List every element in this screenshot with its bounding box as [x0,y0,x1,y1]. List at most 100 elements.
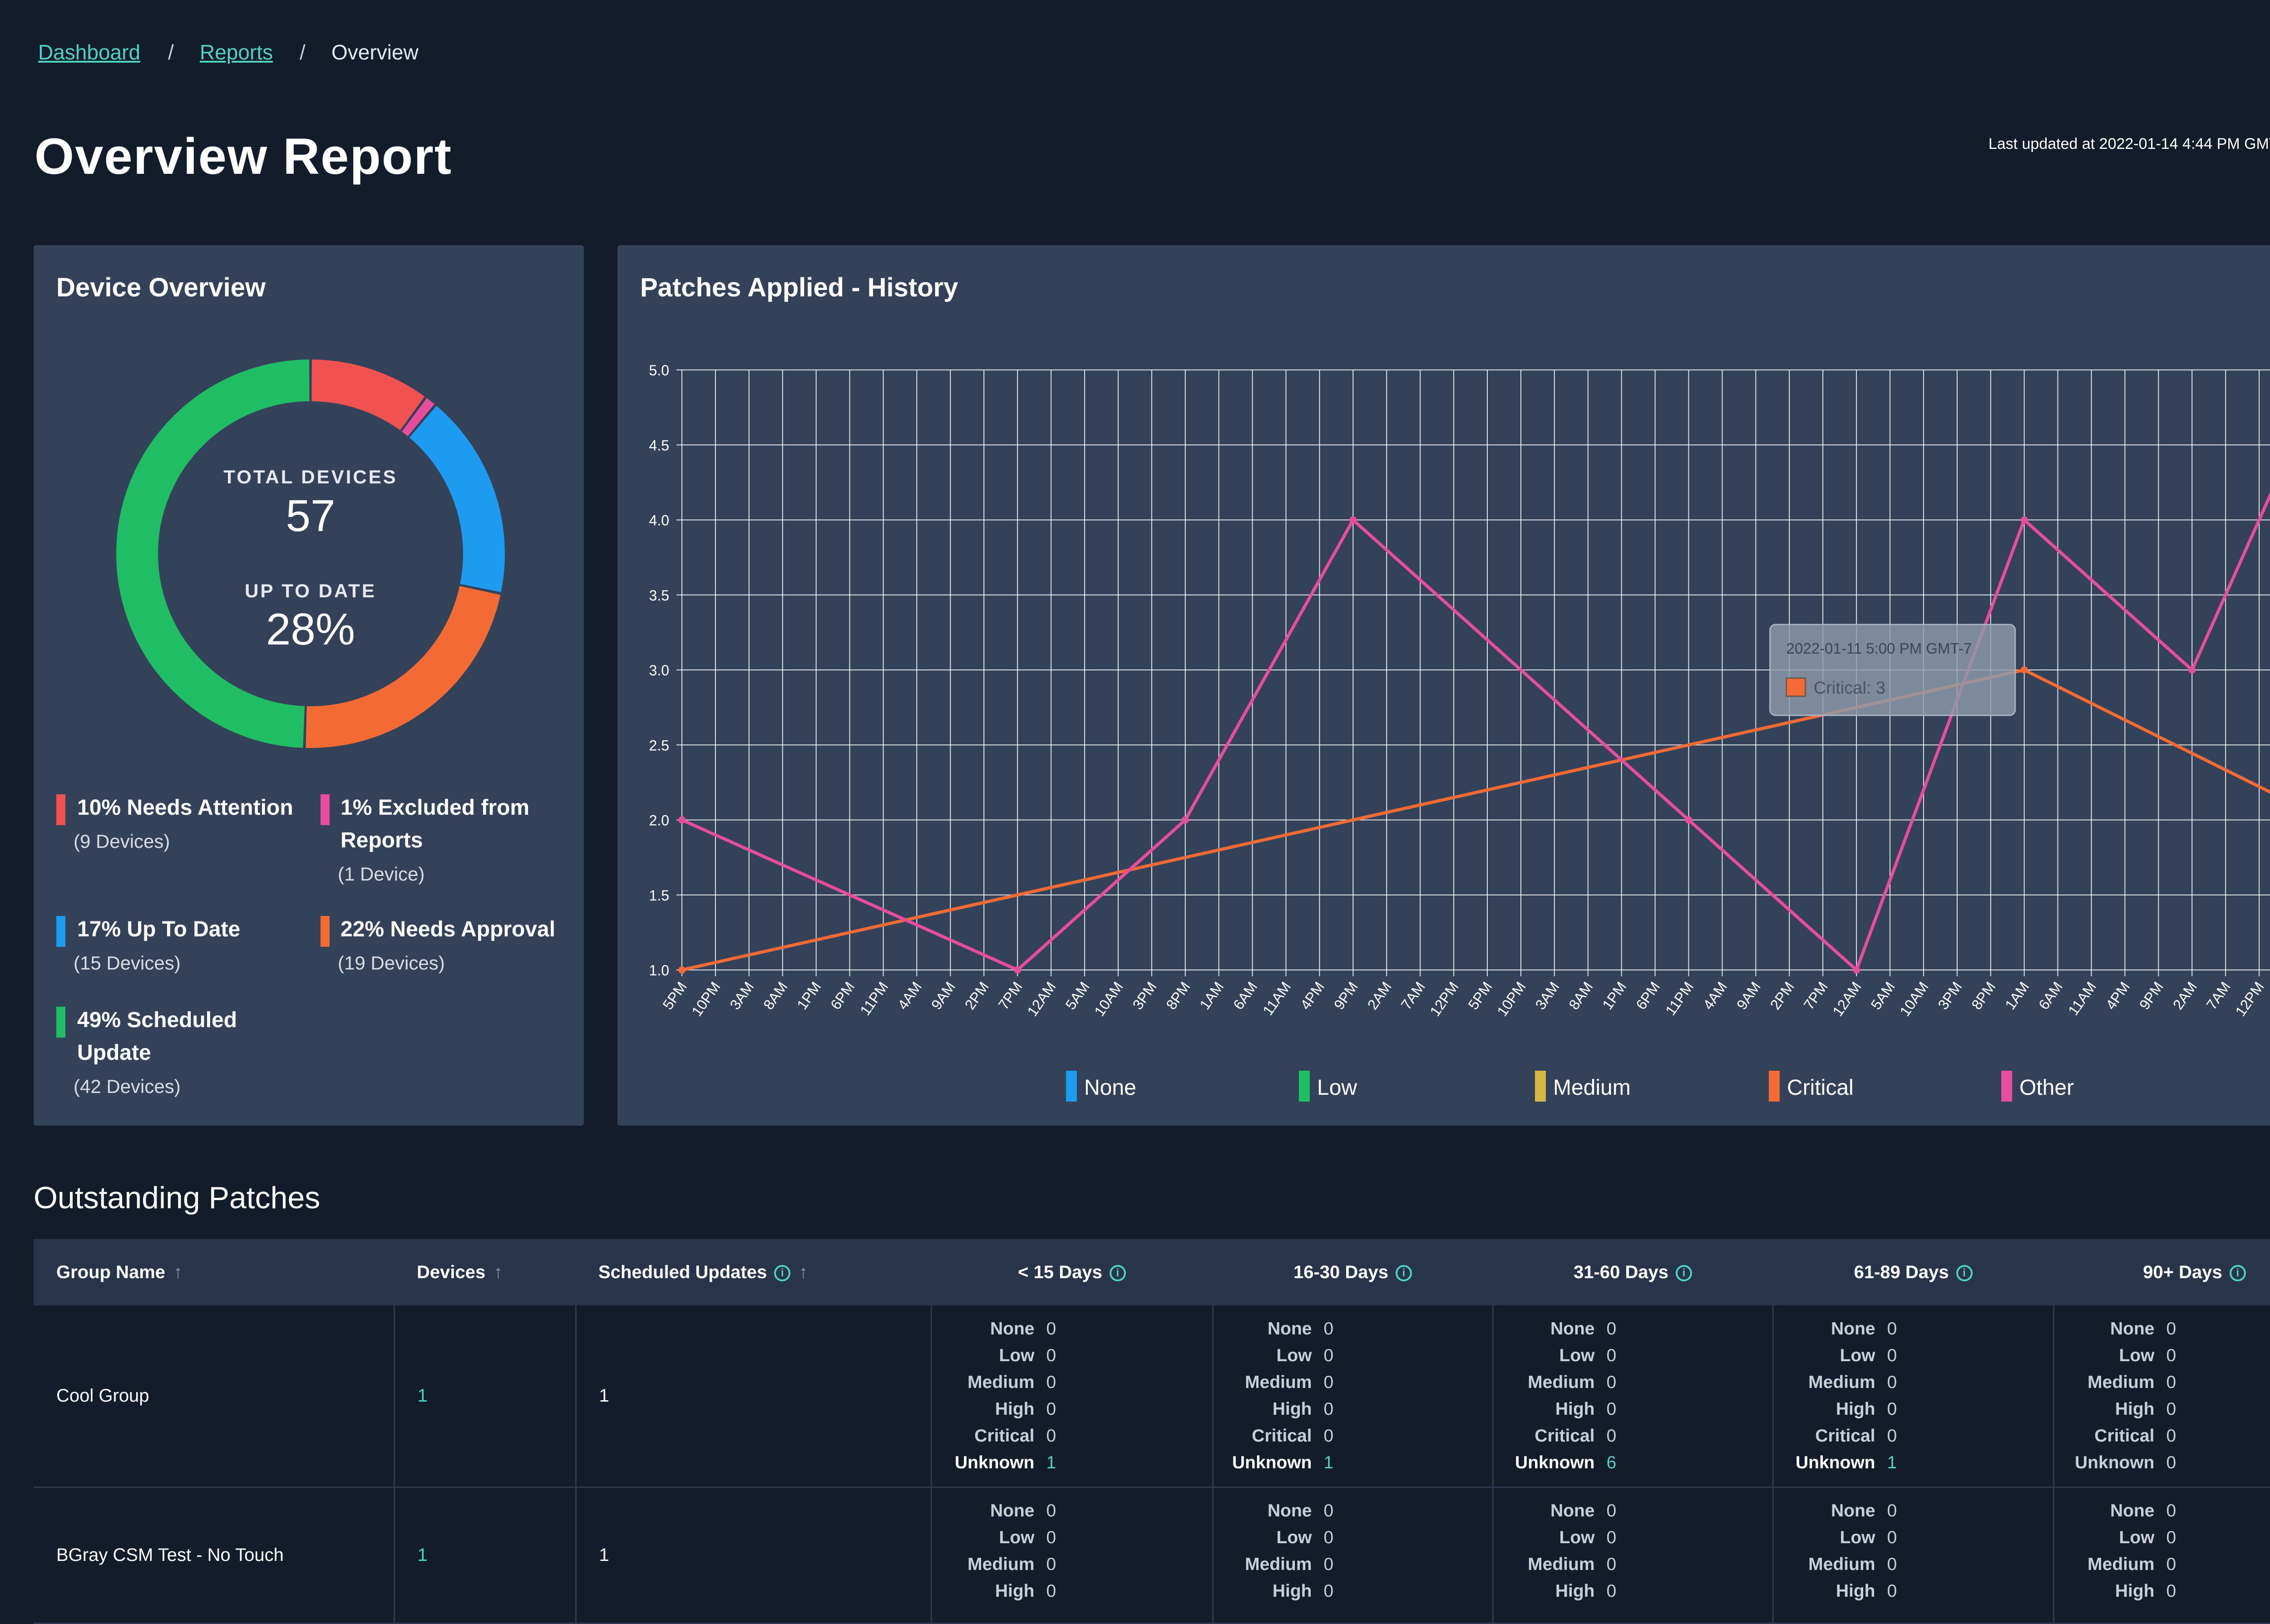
donut-segment-scheduled-update[interactable] [137,380,309,727]
breadcrumb-reports-link[interactable]: Reports [200,40,273,64]
legend-label-medium[interactable]: Medium [1553,1076,1631,1100]
legend-swatch [321,916,330,947]
x-tick-label: 10AM [1091,979,1126,1019]
info-icon[interactable]: i [2230,1265,2246,1281]
info-icon[interactable]: i [1676,1265,1692,1281]
x-tick-label: 1AM [2002,979,2032,1013]
data-point[interactable] [1853,966,1860,974]
info-icon[interactable]: i [1396,1265,1412,1281]
devices-count-link[interactable]: 1 [394,1487,576,1623]
data-point[interactable] [1014,966,1021,974]
y-tick-label: 1.5 [649,887,669,904]
sort-arrow-icon[interactable]: ↑ [799,1262,808,1283]
legend-swatch [2001,1071,2012,1102]
severity-label: Critical [1535,1422,1594,1449]
info-icon[interactable]: i [774,1265,790,1281]
breadcrumb-separator: / [168,40,174,64]
up-to-date-label: UP TO DATE [220,580,401,602]
data-point[interactable] [1349,517,1357,524]
severity-count[interactable]: 1 [1312,1449,1362,1476]
device-overview-card: Device Overview TOTAL DEVICES 57 UP TO D… [34,245,584,1126]
x-tick-label: 11PM [857,979,891,1018]
legend-label-critical[interactable]: Critical [1787,1076,1854,1100]
breadcrumb-dashboard-link[interactable]: Dashboard [38,40,140,64]
severity-count: 0 [1312,1369,1362,1396]
data-point[interactable] [678,817,686,824]
data-point[interactable] [2021,517,2028,524]
data-point[interactable] [678,966,686,974]
x-tick-label: 12PM [1426,979,1461,1019]
severity-count: 0 [2155,1396,2205,1422]
severity-label: Medium [1245,1551,1312,1578]
severity-count[interactable]: 1 [1875,1449,1925,1476]
x-tick-label: 8AM [1565,979,1596,1013]
info-icon[interactable]: i [1956,1265,1973,1281]
x-tick-label: 8PM [1968,979,1999,1013]
column-header-devices[interactable]: Devices↑ [394,1239,576,1305]
severity-label: High [1555,1578,1595,1604]
data-point[interactable] [1685,817,1693,824]
scheduled-updates-cell: 1 [576,1305,931,1487]
x-tick-label: 12AM [1024,979,1059,1019]
donut-segment-up-to-date[interactable] [423,422,484,588]
severity-label: Unknown [1796,1449,1875,1476]
device-donut-chart [111,354,510,753]
y-tick-label: 1.0 [649,962,669,979]
donut-segment-excluded-from-reports[interactable] [415,415,421,420]
info-icon[interactable]: i [1110,1265,1126,1281]
severity-label: None [1831,1315,1875,1342]
legend-label-none[interactable]: None [1084,1076,1136,1100]
severity-label: Medium [2087,1369,2154,1396]
legend-label: 49% Scheduled [77,1004,237,1037]
devices-count-link[interactable]: 1 [394,1305,576,1487]
legend-label-low[interactable]: Low [1317,1076,1357,1100]
legend-swatch [1535,1071,1546,1102]
x-tick-label: 11PM [1662,979,1697,1018]
severity-count: 0 [1595,1315,1645,1342]
column-label: 16-30 Days [1293,1262,1388,1282]
severity-label: None [990,1497,1035,1524]
severity-count[interactable]: 6 [1595,1449,1645,1476]
x-tick-label: 4PM [1297,979,1327,1013]
breadcrumb-separator: / [300,40,306,64]
severity-label: High [1836,1396,1875,1422]
legend-swatch [56,916,65,947]
severity-count[interactable]: 1 [1035,1449,1085,1476]
severity-count: 0 [1875,1497,1925,1524]
legend-label-other[interactable]: Other [2019,1076,2074,1100]
legend-swatch [1066,1071,1077,1102]
legend-swatch [56,794,65,825]
sort-arrow-icon[interactable]: ↑ [173,1262,183,1283]
severity-count: 0 [2155,1422,2205,1449]
column-header-group[interactable]: Group Name↑ [34,1239,394,1305]
severity-count: 0 [1595,1422,1645,1449]
severity-label: Critical [1252,1422,1312,1449]
data-point[interactable] [1182,817,1189,824]
data-point[interactable] [2188,666,2196,674]
x-tick-label: 5PM [660,979,690,1013]
data-point[interactable] [2021,666,2028,674]
donut-segment-needs-attention[interactable] [312,380,413,413]
severity-count: 0 [1035,1578,1085,1604]
severity-label: High [1836,1578,1875,1604]
severity-count: 0 [1595,1497,1645,1524]
sort-arrow-icon[interactable]: ↑ [493,1262,503,1283]
